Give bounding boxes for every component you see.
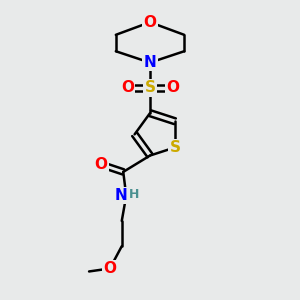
Text: O: O: [166, 80, 179, 95]
Text: O: O: [103, 261, 116, 276]
Text: O: O: [121, 80, 134, 95]
Text: N: N: [144, 55, 156, 70]
Text: N: N: [115, 188, 127, 203]
Text: O: O: [94, 157, 107, 172]
Text: H: H: [129, 188, 140, 201]
Text: S: S: [169, 140, 180, 155]
Text: O: O: [143, 15, 157, 30]
Text: S: S: [145, 80, 155, 95]
